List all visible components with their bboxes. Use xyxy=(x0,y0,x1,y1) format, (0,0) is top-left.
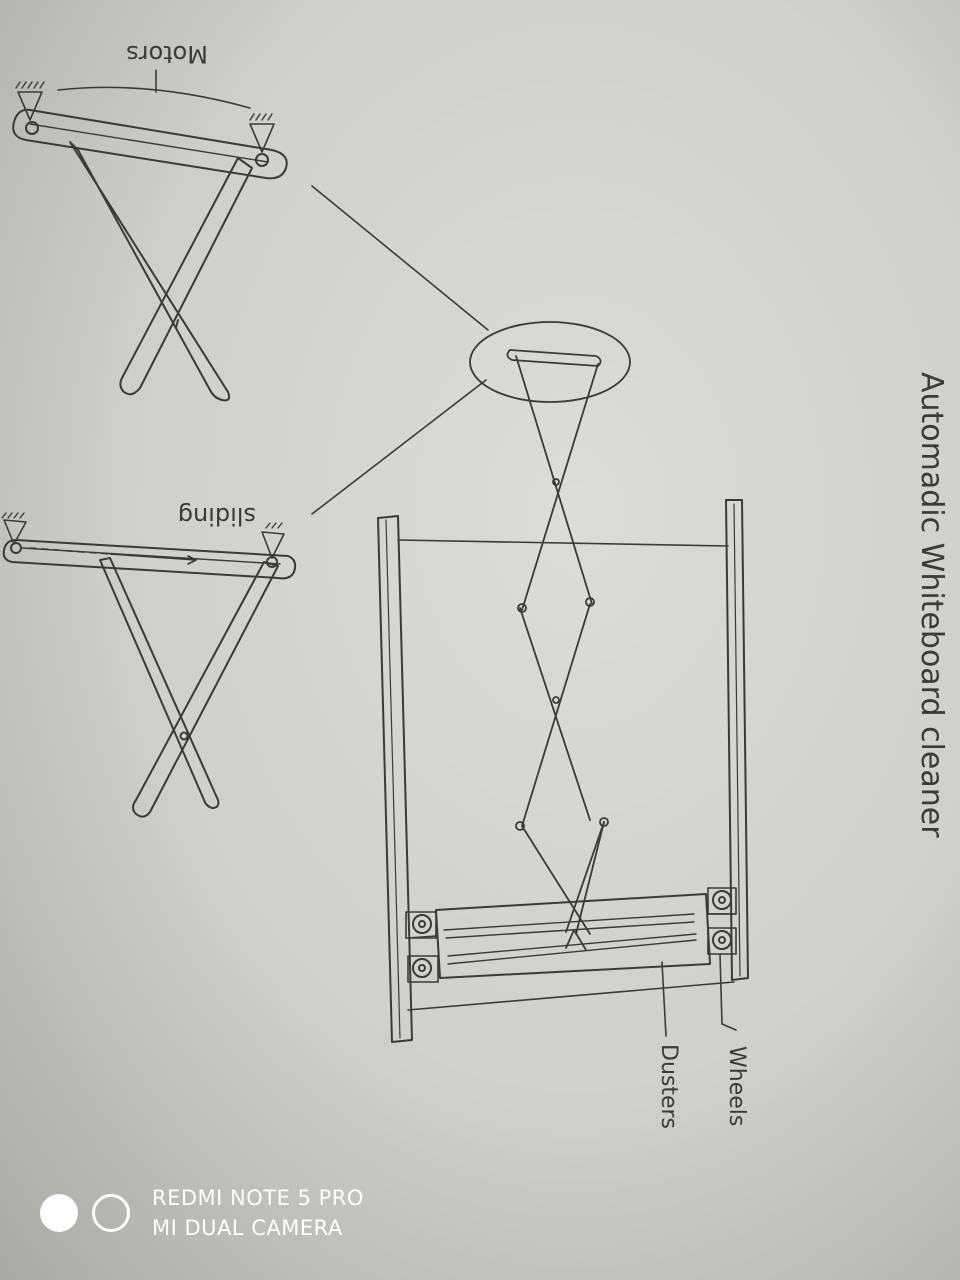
wheels-label: Wheels xyxy=(724,1046,749,1126)
callout-line-bottom xyxy=(311,379,487,515)
wheel-right-top xyxy=(712,890,732,910)
watermark-line-1: REDMI NOTE 5 PRO xyxy=(152,1186,364,1210)
ring-dot-icon xyxy=(92,1194,130,1232)
duster-body xyxy=(435,893,711,979)
motor-detail xyxy=(12,69,288,402)
motors-bracket xyxy=(57,86,251,109)
scissor-mechanism xyxy=(515,355,609,951)
motor-left-pivot xyxy=(25,121,39,135)
callout-line-top xyxy=(311,185,489,331)
motor-right-pivot xyxy=(255,153,269,167)
camera-dots-icon xyxy=(40,1194,136,1234)
frame-top-line xyxy=(397,539,729,547)
sliding-detail xyxy=(1,512,297,818)
duster-carriage xyxy=(405,887,737,983)
motor-arm-a xyxy=(69,141,231,402)
sliding-bar xyxy=(2,539,297,580)
motor-arm-b xyxy=(119,157,253,396)
wheel-left-top xyxy=(412,914,432,934)
motors-label: Motors xyxy=(126,40,208,68)
frame-bottom-line xyxy=(407,981,735,1011)
whiteboard-frame xyxy=(377,499,749,1043)
dusters-label: Dusters xyxy=(656,1044,681,1129)
detail-ellipse xyxy=(469,321,631,403)
diagram-title: Automadic Whiteboard cleaner xyxy=(914,372,949,838)
sliding-arm-b xyxy=(132,561,279,818)
watermark-line-2: MI DUAL CAMERA xyxy=(152,1216,343,1240)
wheel-left-bottom xyxy=(412,958,432,978)
sliding-label: sliding xyxy=(178,502,256,530)
filled-dot-icon xyxy=(40,1194,78,1232)
wheels-leader xyxy=(719,953,737,1031)
dusters-leader xyxy=(661,961,667,1037)
frame-left-rail xyxy=(377,515,413,1043)
wheel-right-bottom xyxy=(712,930,732,950)
frame-right-rail xyxy=(725,499,749,981)
sliding-arrow xyxy=(29,547,111,555)
motor-top-bar xyxy=(12,108,288,180)
camera-watermark: REDMI NOTE 5 PRO MI DUAL CAMERA xyxy=(40,1180,460,1260)
sliding-arm-a xyxy=(99,557,220,809)
